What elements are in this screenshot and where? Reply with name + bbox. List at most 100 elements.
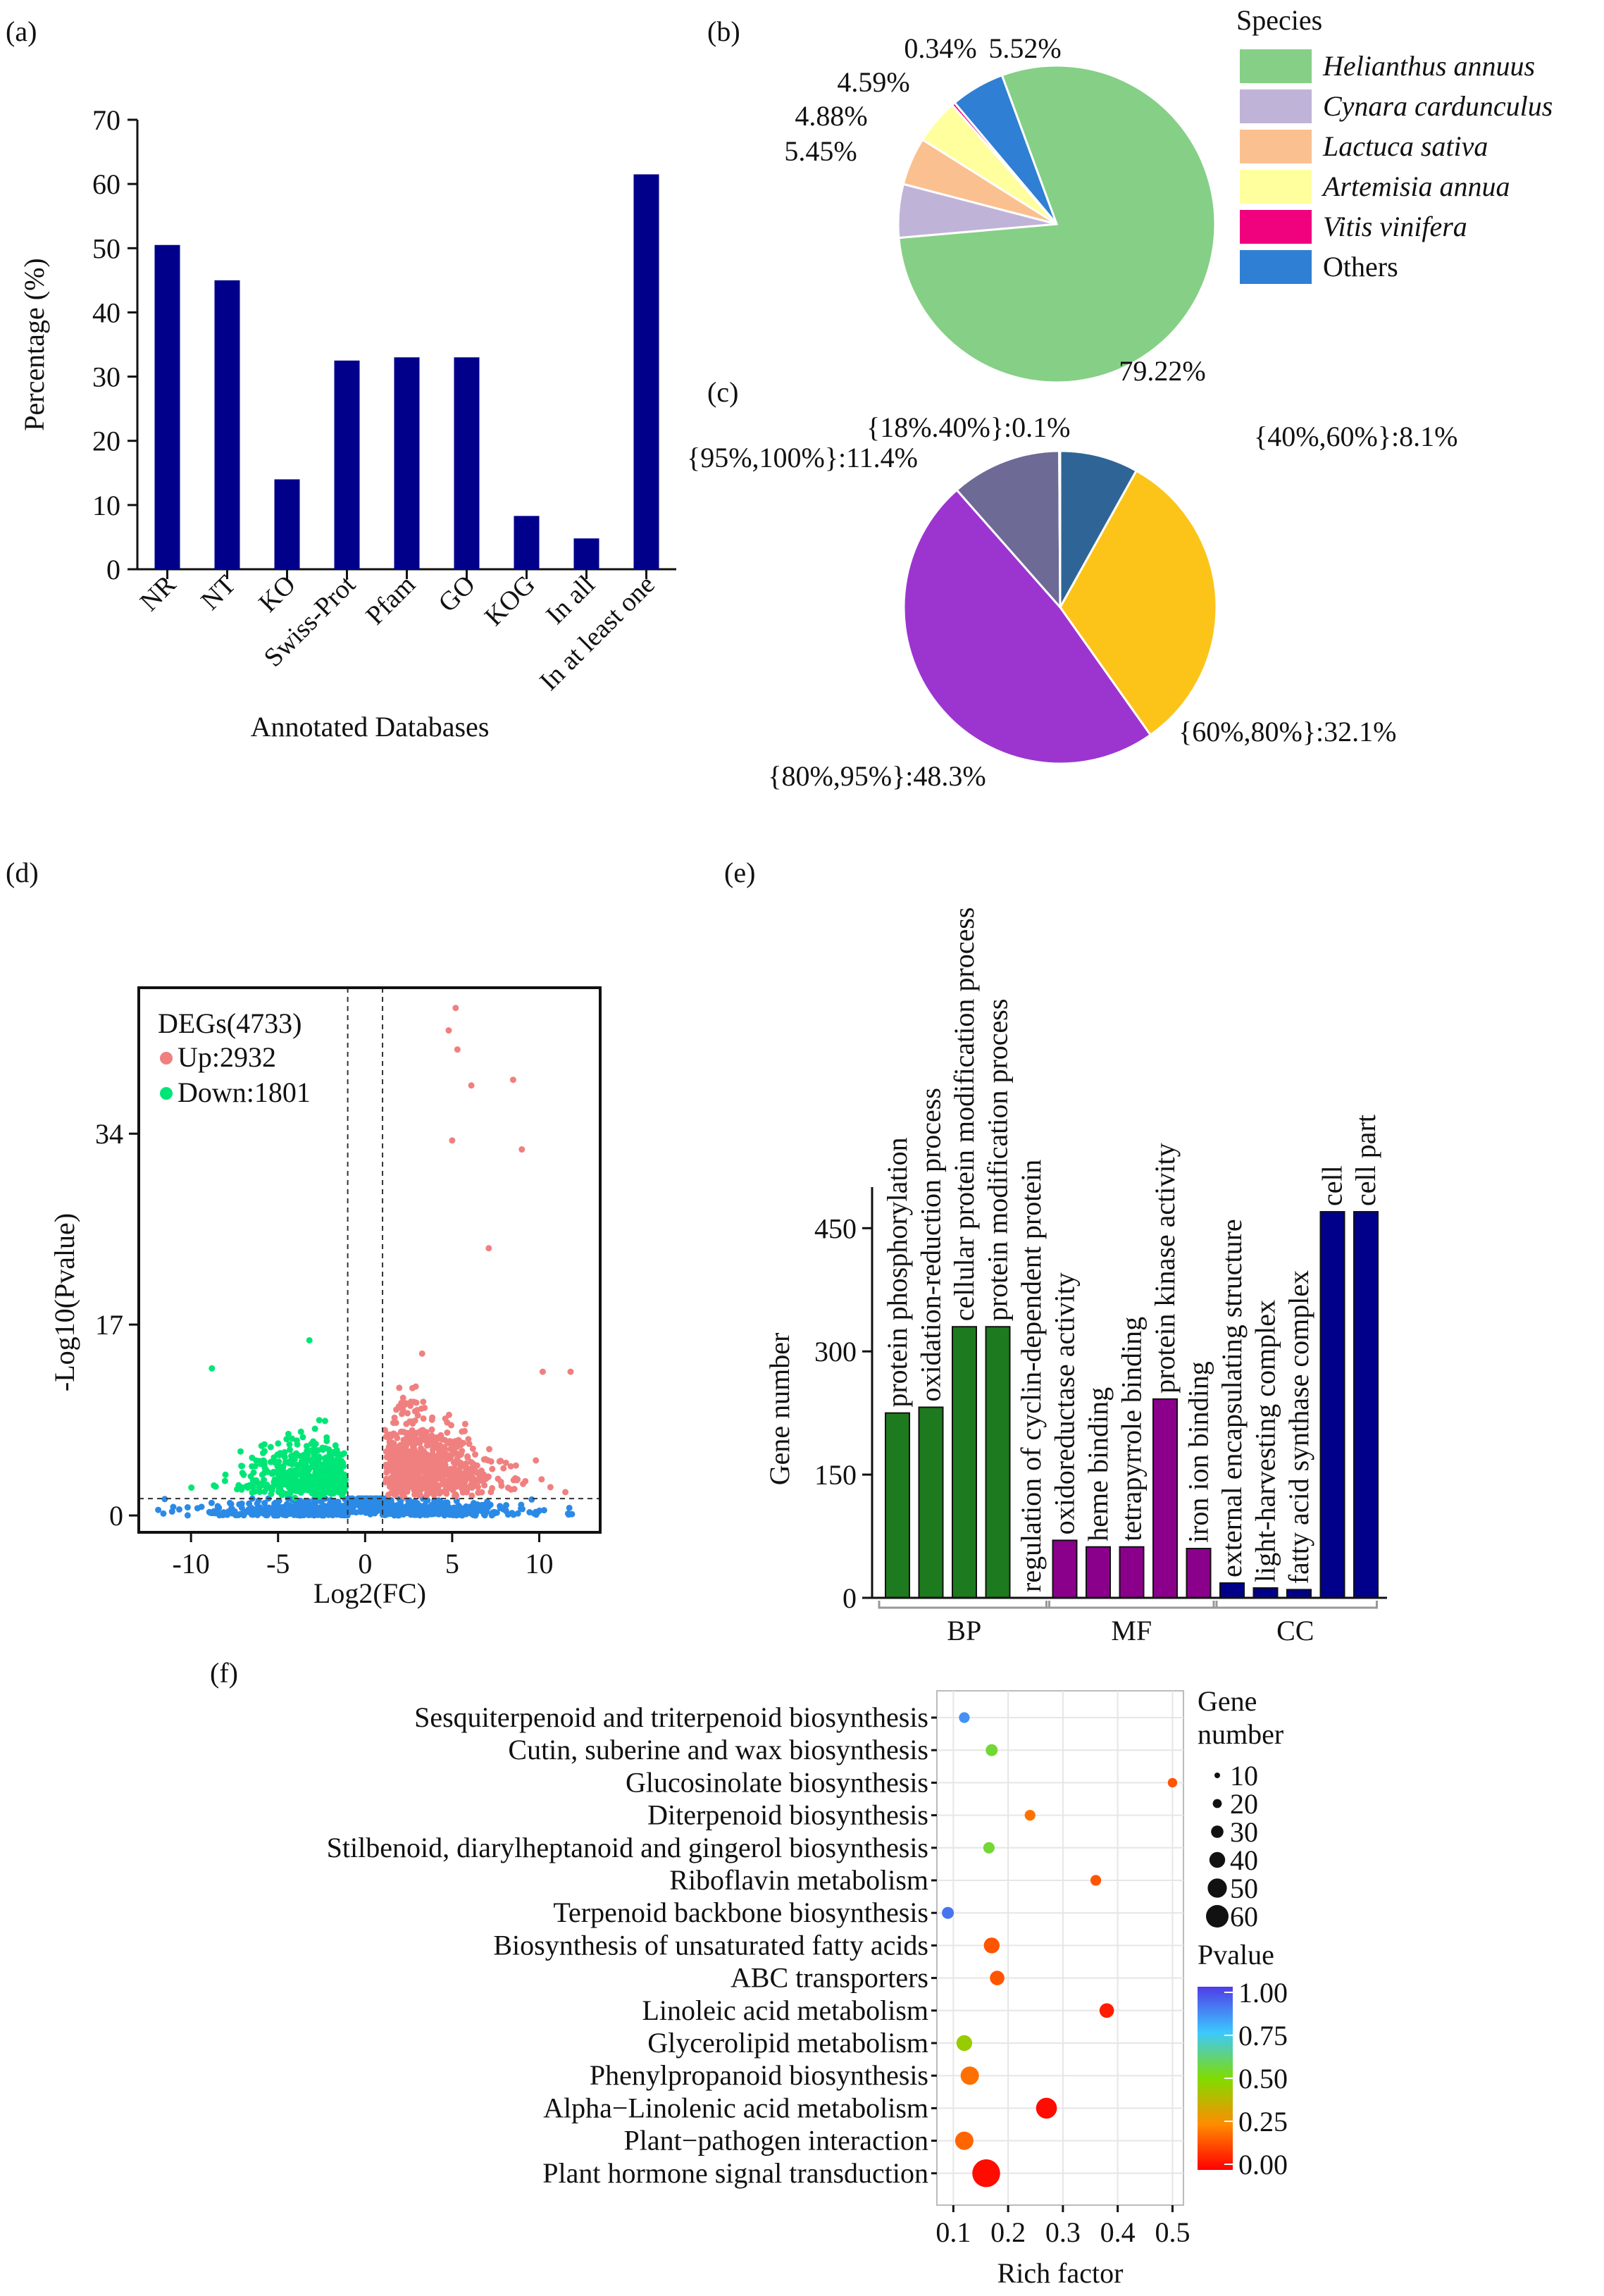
- point-not-significant: [232, 1512, 240, 1519]
- x-tick-label: 0.4: [1100, 2216, 1136, 2248]
- x-tick-label: 10: [525, 1548, 553, 1580]
- point-up: [452, 1441, 459, 1448]
- group-bracket: [1212, 1601, 1378, 1609]
- point-not-significant: [503, 1501, 510, 1508]
- legend-swatch: [1240, 49, 1312, 83]
- category-label: cellular protein modification process: [948, 907, 980, 1322]
- bar-oxidation-reduction-process: [918, 1406, 944, 1599]
- point-down: [271, 1469, 278, 1476]
- point-not-significant: [441, 1503, 448, 1510]
- size-legend-label: 10: [1230, 1760, 1258, 1792]
- pathway-label: Phenylpropanoid biosynthesis: [590, 2059, 928, 2091]
- point-down: [332, 1479, 340, 1487]
- point-up: [473, 1477, 480, 1484]
- plot-background: [936, 1690, 1184, 2206]
- point-not-significant: [406, 1508, 414, 1515]
- category-label: regulation of cyclin-dependent protein: [1015, 1160, 1047, 1592]
- bar-cell: [1319, 1210, 1345, 1599]
- point-up: [399, 1428, 406, 1435]
- point-not-significant: [502, 1508, 509, 1515]
- category-label: oxidoreductase activity: [1049, 1272, 1081, 1534]
- point-up: [547, 1484, 554, 1491]
- point-up: [436, 1462, 443, 1469]
- point-down: [316, 1417, 323, 1424]
- point-up: [507, 1463, 514, 1470]
- point-not-significant: [160, 1510, 167, 1517]
- point-not-significant: [324, 1510, 331, 1518]
- y-tick-label: 150: [814, 1459, 857, 1491]
- point-up: [392, 1465, 399, 1472]
- category-label: external encapsulating structure: [1216, 1219, 1248, 1577]
- group-label: CC: [1276, 1615, 1314, 1646]
- point-down: [274, 1451, 281, 1458]
- point-not-significant: [536, 1507, 543, 1514]
- point-down: [326, 1470, 333, 1477]
- point-not-significant: [514, 1510, 521, 1517]
- size-legend-label: 50: [1230, 1873, 1258, 1904]
- point-not-significant: [371, 1495, 378, 1502]
- pie-slice--18-40-: [1058, 449, 1062, 608]
- legend-dot: [160, 1052, 173, 1065]
- size-legend-dot: [1209, 1851, 1226, 1868]
- point-down: [299, 1434, 306, 1441]
- x-tick-label: Pfam: [360, 570, 421, 631]
- point-down: [244, 1484, 251, 1491]
- legend-label: Helianthus annuus: [1322, 50, 1535, 82]
- point-outlier: [454, 1046, 461, 1053]
- point-down: [317, 1480, 324, 1487]
- bar-oxidoreductase-activity: [1052, 1539, 1078, 1599]
- y-axis-title: Percentage (%): [18, 258, 50, 430]
- point-down: [249, 1489, 256, 1496]
- point-up: [390, 1420, 397, 1427]
- point-up: [416, 1491, 423, 1498]
- point-not-significant: [311, 1504, 318, 1511]
- bar-swiss-prot: [334, 360, 360, 569]
- bubble: [959, 1712, 970, 1723]
- point-up: [533, 1457, 540, 1464]
- x-tick-label: 5: [445, 1548, 459, 1580]
- color-legend-label: 0.75: [1238, 2020, 1288, 2052]
- pathway-label: Linoleic acid metabolism: [642, 1994, 928, 2026]
- point-up: [390, 1440, 397, 1447]
- point-down: [299, 1453, 306, 1460]
- panel-f-kegg-bubble-chart: (f) Sesquiterpenoid and triterpenoid bios…: [210, 1657, 1288, 2289]
- panel-e-go-bar-chart: (e) 0 150 300 450 Gene number protein phosphor…: [724, 857, 1387, 1646]
- point-down: [263, 1484, 270, 1491]
- point-down: [335, 1452, 342, 1459]
- plot-frame: [137, 986, 602, 1534]
- pathway-label: ABC transporters: [730, 1962, 928, 1994]
- legend-title: DEGs(4733): [158, 1007, 301, 1039]
- y-axis-title: -Log10(Pvalue): [49, 1213, 80, 1391]
- point-up: [514, 1476, 521, 1483]
- point-not-significant: [286, 1507, 293, 1514]
- point-up: [404, 1479, 411, 1486]
- bar-nr: [154, 244, 180, 569]
- point-down: [294, 1441, 301, 1448]
- point-up: [399, 1491, 406, 1498]
- point-down: [286, 1446, 293, 1453]
- point-down: [313, 1453, 320, 1460]
- bar-cell-part: [1353, 1210, 1379, 1599]
- pie-value-label: {40%,60%}:8.1%: [1254, 421, 1457, 452]
- point-up: [481, 1482, 488, 1489]
- pathway-label: Riboflavin metabolism: [669, 1864, 928, 1896]
- legend-label: Down:1801: [178, 1076, 311, 1108]
- point-down: [340, 1478, 347, 1485]
- bar-nt: [214, 280, 240, 569]
- point-down: [258, 1442, 265, 1449]
- y-tick-label: 300: [814, 1336, 857, 1367]
- point-not-significant: [246, 1500, 253, 1507]
- point-not-significant: [540, 1507, 547, 1514]
- bubble: [1024, 1810, 1036, 1821]
- point-down: [297, 1463, 304, 1470]
- point-down: [299, 1468, 306, 1475]
- point-not-significant: [435, 1510, 442, 1518]
- point-up: [397, 1450, 404, 1457]
- point-not-significant: [415, 1507, 422, 1514]
- point-up: [411, 1441, 418, 1448]
- point-down: [256, 1458, 263, 1465]
- pathway-label: Cutin, suberine and wax biosynthesis: [508, 1734, 928, 1766]
- pathway-label: Glycerolipid metabolism: [647, 2027, 928, 2059]
- point-outlier: [209, 1365, 216, 1372]
- bubble: [983, 1937, 1000, 1954]
